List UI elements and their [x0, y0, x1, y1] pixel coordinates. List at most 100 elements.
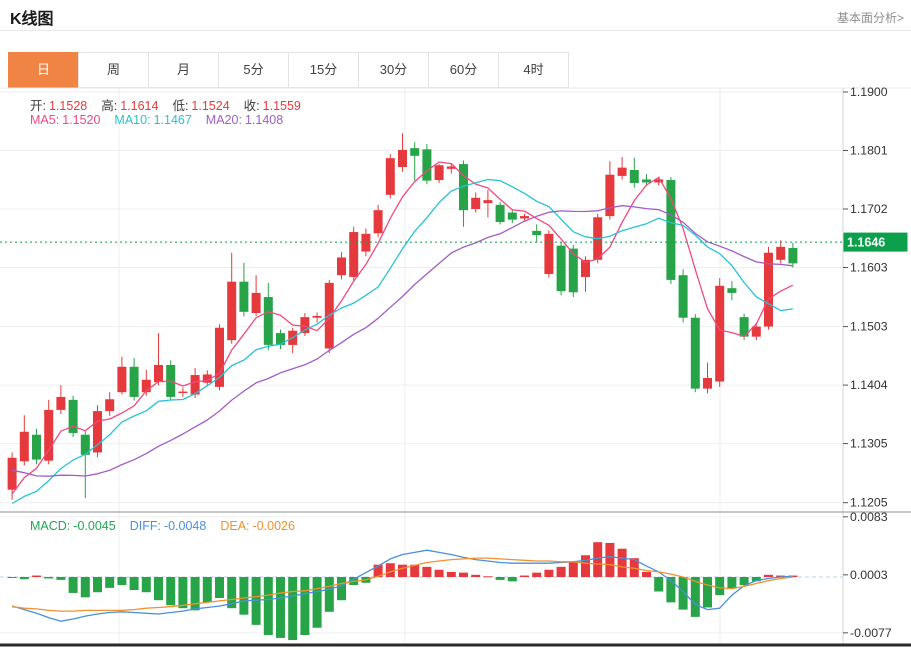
- ma5-line: [11, 161, 794, 495]
- fundamental-analysis-link[interactable]: 基本面分析>: [836, 11, 904, 25]
- tab-30分[interactable]: 30分: [358, 52, 429, 88]
- candle: [324, 279, 334, 354]
- candle: [129, 357, 139, 401]
- candle: [154, 333, 163, 386]
- candle: [68, 395, 78, 438]
- tab-15分[interactable]: 15分: [288, 52, 359, 88]
- macd-bar: [617, 548, 627, 577]
- candle-body: [373, 210, 383, 234]
- macd-bar: [312, 577, 322, 628]
- candle: [642, 174, 651, 186]
- macd-bar: [44, 577, 54, 579]
- macd-bar: [520, 575, 529, 577]
- candle-body: [581, 259, 590, 277]
- candle-body: [80, 434, 90, 455]
- tab-日[interactable]: 日: [8, 52, 79, 88]
- candle-body: [715, 285, 725, 382]
- tab-月[interactable]: 月: [148, 52, 219, 88]
- readout-label: 高:: [101, 99, 118, 113]
- candle: [349, 226, 359, 281]
- candle: [666, 177, 676, 285]
- candle: [678, 269, 688, 323]
- candle-body: [300, 317, 310, 334]
- candle: [617, 157, 627, 180]
- candle: [422, 144, 432, 185]
- candle: [373, 204, 383, 238]
- macd-bar: [166, 577, 176, 606]
- readout-value: -0.0026: [252, 519, 295, 533]
- price-axis-label: 1.1503: [850, 320, 888, 334]
- candle: [215, 324, 224, 391]
- macd-axis-label: 0.0003: [850, 568, 888, 582]
- candle-body: [495, 204, 505, 223]
- candle-body: [129, 366, 139, 397]
- candle-body: [434, 165, 444, 181]
- candle: [690, 314, 700, 393]
- candle-body: [556, 245, 566, 292]
- macd-bar: [178, 577, 188, 609]
- candle-body: [446, 166, 456, 169]
- macd-bar: [507, 577, 517, 582]
- readout-value: 1.1559: [262, 99, 301, 113]
- macd-bar: [776, 575, 786, 577]
- candle: [312, 312, 322, 323]
- macd-bar: [32, 575, 41, 577]
- macd-bar: [581, 555, 590, 577]
- candle-body: [398, 149, 407, 168]
- macd-row-item: MACD: -0.0045: [30, 519, 116, 533]
- macd-bar: [68, 577, 78, 593]
- candle-body: [776, 246, 786, 260]
- candle-body: [19, 431, 29, 462]
- candle-body: [385, 158, 395, 195]
- candle-body: [7, 457, 17, 490]
- macd-bar: [398, 564, 407, 577]
- candle-body: [544, 233, 554, 275]
- ma10-line: [11, 178, 793, 505]
- macd-bar: [202, 577, 212, 603]
- dea-line: [12, 557, 793, 612]
- candle-body: [507, 212, 517, 220]
- ohlc-row-item: 收: 1.1559: [244, 99, 301, 113]
- candle: [178, 387, 188, 397]
- tab-60分[interactable]: 60分: [428, 52, 499, 88]
- candle-body: [349, 232, 359, 277]
- candle: [117, 356, 127, 395]
- candle: [556, 242, 566, 296]
- candle-body: [642, 179, 651, 183]
- macd-bar: [434, 569, 444, 577]
- candle-body: [629, 170, 639, 184]
- readout-value: 1.1467: [153, 113, 192, 127]
- macd-bar: [56, 577, 66, 580]
- macd-bar: [446, 571, 456, 577]
- ma-row-item: MA20: 1.1408: [206, 113, 283, 127]
- price-axis-label: 1.1305: [850, 437, 888, 451]
- readout-value: -0.0048: [163, 519, 207, 533]
- ma-row-item: MA10: 1.1467: [114, 113, 191, 127]
- candle-body: [93, 411, 102, 453]
- readout-value: -0.0045: [73, 519, 116, 533]
- candle: [605, 161, 615, 220]
- ma-row-item: MA5: 1.1520: [30, 113, 100, 127]
- candle: [56, 385, 66, 415]
- candle: [629, 157, 639, 188]
- candle: [459, 160, 468, 227]
- candle-body: [141, 379, 151, 393]
- title-divider: [0, 30, 911, 31]
- candle-body: [471, 197, 481, 210]
- ohlc-row-item: 低: 1.1524: [172, 99, 229, 113]
- macd-axis-label: 0.0083: [850, 510, 888, 524]
- candle-body: [361, 233, 371, 252]
- readout-value: 1.1614: [120, 99, 159, 113]
- candle-body: [764, 252, 773, 327]
- candle-body: [483, 200, 493, 204]
- candle: [337, 252, 346, 280]
- candle: [385, 154, 395, 199]
- candle: [239, 262, 249, 317]
- candle: [276, 329, 285, 350]
- candle-body: [678, 275, 688, 318]
- ma20-line: [11, 205, 793, 477]
- tab-5分[interactable]: 5分: [218, 52, 289, 88]
- price-axis-label: 1.1702: [850, 202, 888, 216]
- candle: [495, 201, 505, 225]
